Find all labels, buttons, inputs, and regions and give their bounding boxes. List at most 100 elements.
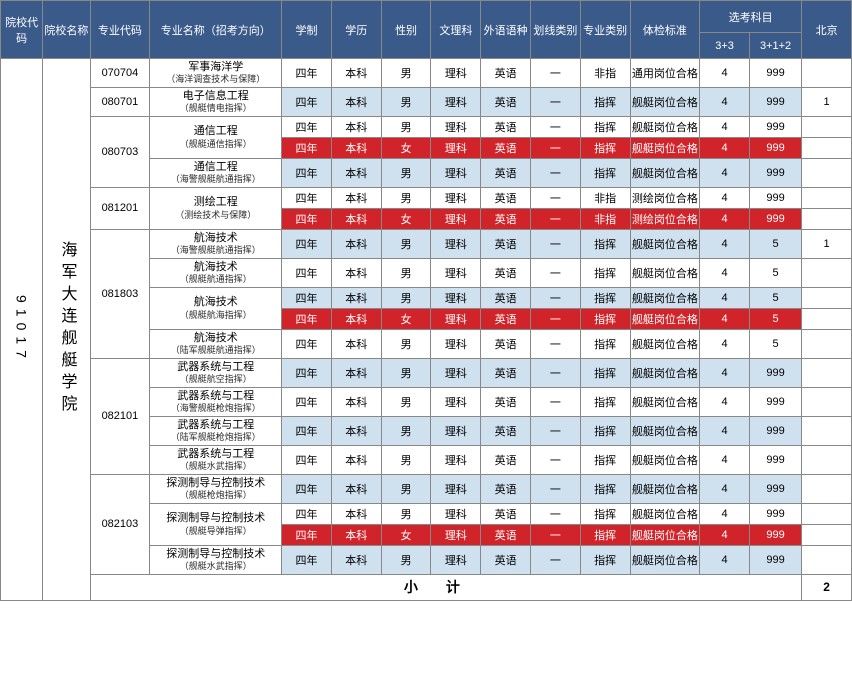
duration-cell: 四年 bbox=[282, 158, 332, 187]
bj-cell: 1 bbox=[802, 229, 852, 258]
hdr-inst-code: 院校代码 bbox=[1, 1, 43, 59]
hdr-3-1-2: 3+1+2 bbox=[749, 33, 801, 59]
line-cell: 一 bbox=[530, 524, 580, 545]
line-cell: 一 bbox=[530, 387, 580, 416]
cat-cell: 指挥 bbox=[580, 445, 630, 474]
cat-cell: 非指 bbox=[580, 187, 630, 208]
s33-cell: 4 bbox=[700, 137, 750, 158]
duration-cell: 四年 bbox=[282, 358, 332, 387]
s33-cell: 4 bbox=[700, 308, 750, 329]
sci-cell: 理科 bbox=[431, 229, 481, 258]
duration-cell: 四年 bbox=[282, 187, 332, 208]
s33-cell: 4 bbox=[700, 187, 750, 208]
cat-cell: 指挥 bbox=[580, 137, 630, 158]
major-name-cell: 电子信息工程（舰艇情电指挥） bbox=[150, 87, 282, 116]
major-name-cell: 探测制导与控制技术（舰艇导弹指挥） bbox=[150, 503, 282, 545]
sci-cell: 理科 bbox=[431, 545, 481, 574]
cat-cell: 指挥 bbox=[580, 158, 630, 187]
phys-cell: 舰艇岗位合格 bbox=[630, 524, 700, 545]
duration-cell: 四年 bbox=[282, 503, 332, 524]
cat-cell: 指挥 bbox=[580, 87, 630, 116]
sci-cell: 理科 bbox=[431, 287, 481, 308]
line-cell: 一 bbox=[530, 87, 580, 116]
sci-cell: 理科 bbox=[431, 387, 481, 416]
duration-cell: 四年 bbox=[282, 445, 332, 474]
bj-cell: 1 bbox=[802, 87, 852, 116]
gender-cell: 男 bbox=[381, 329, 431, 358]
degree-cell: 本科 bbox=[331, 158, 381, 187]
s312-cell: 999 bbox=[749, 545, 801, 574]
gender-cell: 男 bbox=[381, 358, 431, 387]
line-cell: 一 bbox=[530, 445, 580, 474]
sci-cell: 理科 bbox=[431, 258, 481, 287]
major-name-cell: 测绘工程（测绘技术与保障） bbox=[150, 187, 282, 229]
gender-cell: 男 bbox=[381, 287, 431, 308]
subtotal-label: 小计 bbox=[90, 574, 802, 600]
bj-cell bbox=[802, 545, 852, 574]
lang-cell: 英语 bbox=[481, 137, 531, 158]
sci-cell: 理科 bbox=[431, 87, 481, 116]
major-code-cell: 081201 bbox=[90, 187, 150, 229]
lang-cell: 英语 bbox=[481, 87, 531, 116]
phys-cell: 舰艇岗位合格 bbox=[630, 329, 700, 358]
hdr-physical: 体检标准 bbox=[630, 1, 700, 59]
duration-cell: 四年 bbox=[282, 308, 332, 329]
cat-cell: 非指 bbox=[580, 59, 630, 88]
gender-cell: 男 bbox=[381, 158, 431, 187]
lang-cell: 英语 bbox=[481, 329, 531, 358]
duration-cell: 四年 bbox=[282, 416, 332, 445]
line-cell: 一 bbox=[530, 137, 580, 158]
admission-table: 院校代码 院校名称 专业代码 专业名称（招考方向） 学制 学历 性别 文理科 外… bbox=[0, 0, 852, 601]
sci-cell: 理科 bbox=[431, 116, 481, 137]
s33-cell: 4 bbox=[700, 445, 750, 474]
phys-cell: 测绘岗位合格 bbox=[630, 187, 700, 208]
phys-cell: 舰艇岗位合格 bbox=[630, 308, 700, 329]
lang-cell: 英语 bbox=[481, 474, 531, 503]
phys-cell: 舰艇岗位合格 bbox=[630, 416, 700, 445]
gender-cell: 男 bbox=[381, 416, 431, 445]
line-cell: 一 bbox=[530, 329, 580, 358]
line-cell: 一 bbox=[530, 158, 580, 187]
major-code-cell: 082101 bbox=[90, 358, 150, 474]
lang-cell: 英语 bbox=[481, 524, 531, 545]
hdr-3-3: 3+3 bbox=[700, 33, 750, 59]
s33-cell: 4 bbox=[700, 358, 750, 387]
sci-cell: 理科 bbox=[431, 158, 481, 187]
gender-cell: 男 bbox=[381, 545, 431, 574]
cat-cell: 指挥 bbox=[580, 229, 630, 258]
degree-cell: 本科 bbox=[331, 329, 381, 358]
hdr-degree: 学历 bbox=[331, 1, 381, 59]
lang-cell: 英语 bbox=[481, 387, 531, 416]
duration-cell: 四年 bbox=[282, 474, 332, 503]
bj-cell bbox=[802, 158, 852, 187]
hdr-duration: 学制 bbox=[282, 1, 332, 59]
duration-cell: 四年 bbox=[282, 545, 332, 574]
bj-cell bbox=[802, 329, 852, 358]
duration-cell: 四年 bbox=[282, 287, 332, 308]
s312-cell: 5 bbox=[749, 287, 801, 308]
sci-cell: 理科 bbox=[431, 416, 481, 445]
hdr-beijing: 北京 bbox=[802, 1, 852, 59]
lang-cell: 英语 bbox=[481, 59, 531, 88]
s33-cell: 4 bbox=[700, 524, 750, 545]
duration-cell: 四年 bbox=[282, 387, 332, 416]
degree-cell: 本科 bbox=[331, 524, 381, 545]
gender-cell: 女 bbox=[381, 137, 431, 158]
phys-cell: 舰艇岗位合格 bbox=[630, 116, 700, 137]
line-cell: 一 bbox=[530, 416, 580, 445]
major-name-cell: 航海技术（舰艇航通指挥） bbox=[150, 258, 282, 287]
degree-cell: 本科 bbox=[331, 59, 381, 88]
duration-cell: 四年 bbox=[282, 329, 332, 358]
major-name-cell: 武器系统与工程（陆军舰艇枪炮指挥） bbox=[150, 416, 282, 445]
gender-cell: 男 bbox=[381, 229, 431, 258]
major-name-cell: 探测制导与控制技术（舰艇水武指挥） bbox=[150, 545, 282, 574]
degree-cell: 本科 bbox=[331, 474, 381, 503]
hdr-lang: 外语语种 bbox=[481, 1, 531, 59]
duration-cell: 四年 bbox=[282, 116, 332, 137]
sci-cell: 理科 bbox=[431, 445, 481, 474]
s33-cell: 4 bbox=[700, 474, 750, 503]
gender-cell: 男 bbox=[381, 387, 431, 416]
s312-cell: 5 bbox=[749, 229, 801, 258]
lang-cell: 英语 bbox=[481, 545, 531, 574]
degree-cell: 本科 bbox=[331, 358, 381, 387]
